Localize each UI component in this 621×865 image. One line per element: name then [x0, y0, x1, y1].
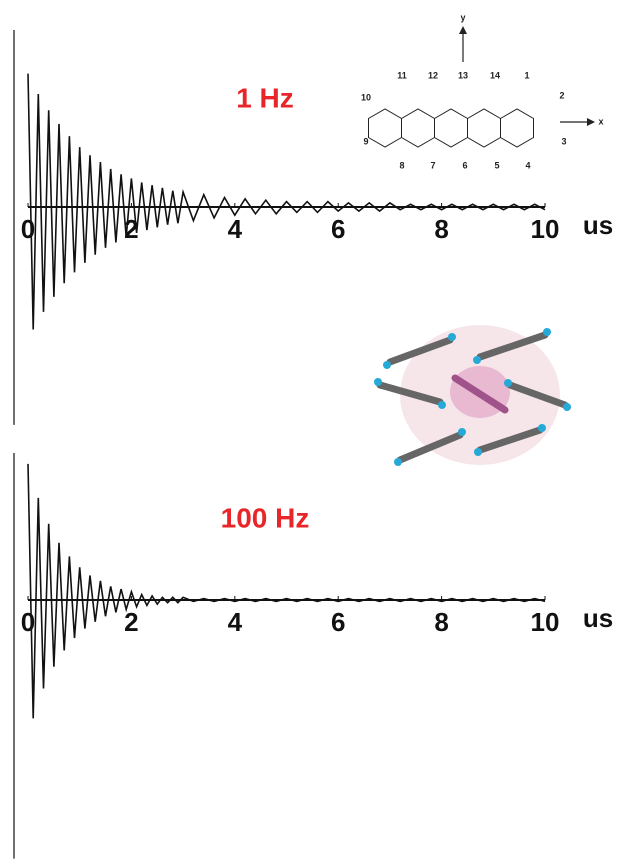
crystal-image	[374, 325, 571, 466]
x-tick-label: 4	[228, 607, 243, 637]
position-label: 7	[430, 160, 435, 170]
molecules	[376, 331, 569, 464]
position-label: 6	[462, 160, 467, 170]
chart-title: 100 Hz	[221, 502, 310, 533]
x-tick-label: 10	[531, 214, 560, 244]
arrow-head	[459, 26, 467, 34]
axis-label: x	[598, 116, 603, 126]
chart-title: 1 Hz	[236, 82, 294, 113]
x-tick-label: 6	[331, 214, 345, 244]
position-label: 2	[559, 90, 564, 100]
ring	[434, 108, 468, 148]
position-label: 11	[397, 70, 407, 80]
x-tick-label: 8	[434, 214, 448, 244]
position-label: 12	[428, 70, 438, 80]
position-label: 3	[561, 136, 566, 146]
ring	[500, 108, 534, 148]
x-tick-label: 6	[331, 607, 345, 637]
x-tick-label: 0	[21, 607, 35, 637]
ring	[401, 108, 435, 148]
position-label: 10	[361, 92, 371, 102]
position-label: 13	[458, 70, 468, 80]
x-tick-label: 2	[124, 214, 138, 244]
x-tick-label: 10	[531, 607, 560, 637]
x-tick-label: 8	[434, 607, 448, 637]
position-label: 1	[524, 70, 529, 80]
x-tick-label: 0	[21, 214, 35, 244]
position-label: 9	[363, 136, 368, 146]
position-label: 14	[490, 70, 500, 80]
axis-label: y	[460, 12, 465, 22]
position-label: 8	[399, 160, 404, 170]
position-label: 5	[494, 160, 499, 170]
ring	[368, 108, 402, 148]
atoms	[374, 328, 571, 466]
x-unit: us	[583, 603, 613, 633]
x-tick-label: 2	[124, 607, 138, 637]
x-unit: us	[583, 210, 613, 240]
position-label: 4	[525, 160, 530, 170]
ring	[467, 108, 501, 148]
arrow-head	[587, 118, 595, 126]
x-tick-label: 4	[228, 214, 243, 244]
